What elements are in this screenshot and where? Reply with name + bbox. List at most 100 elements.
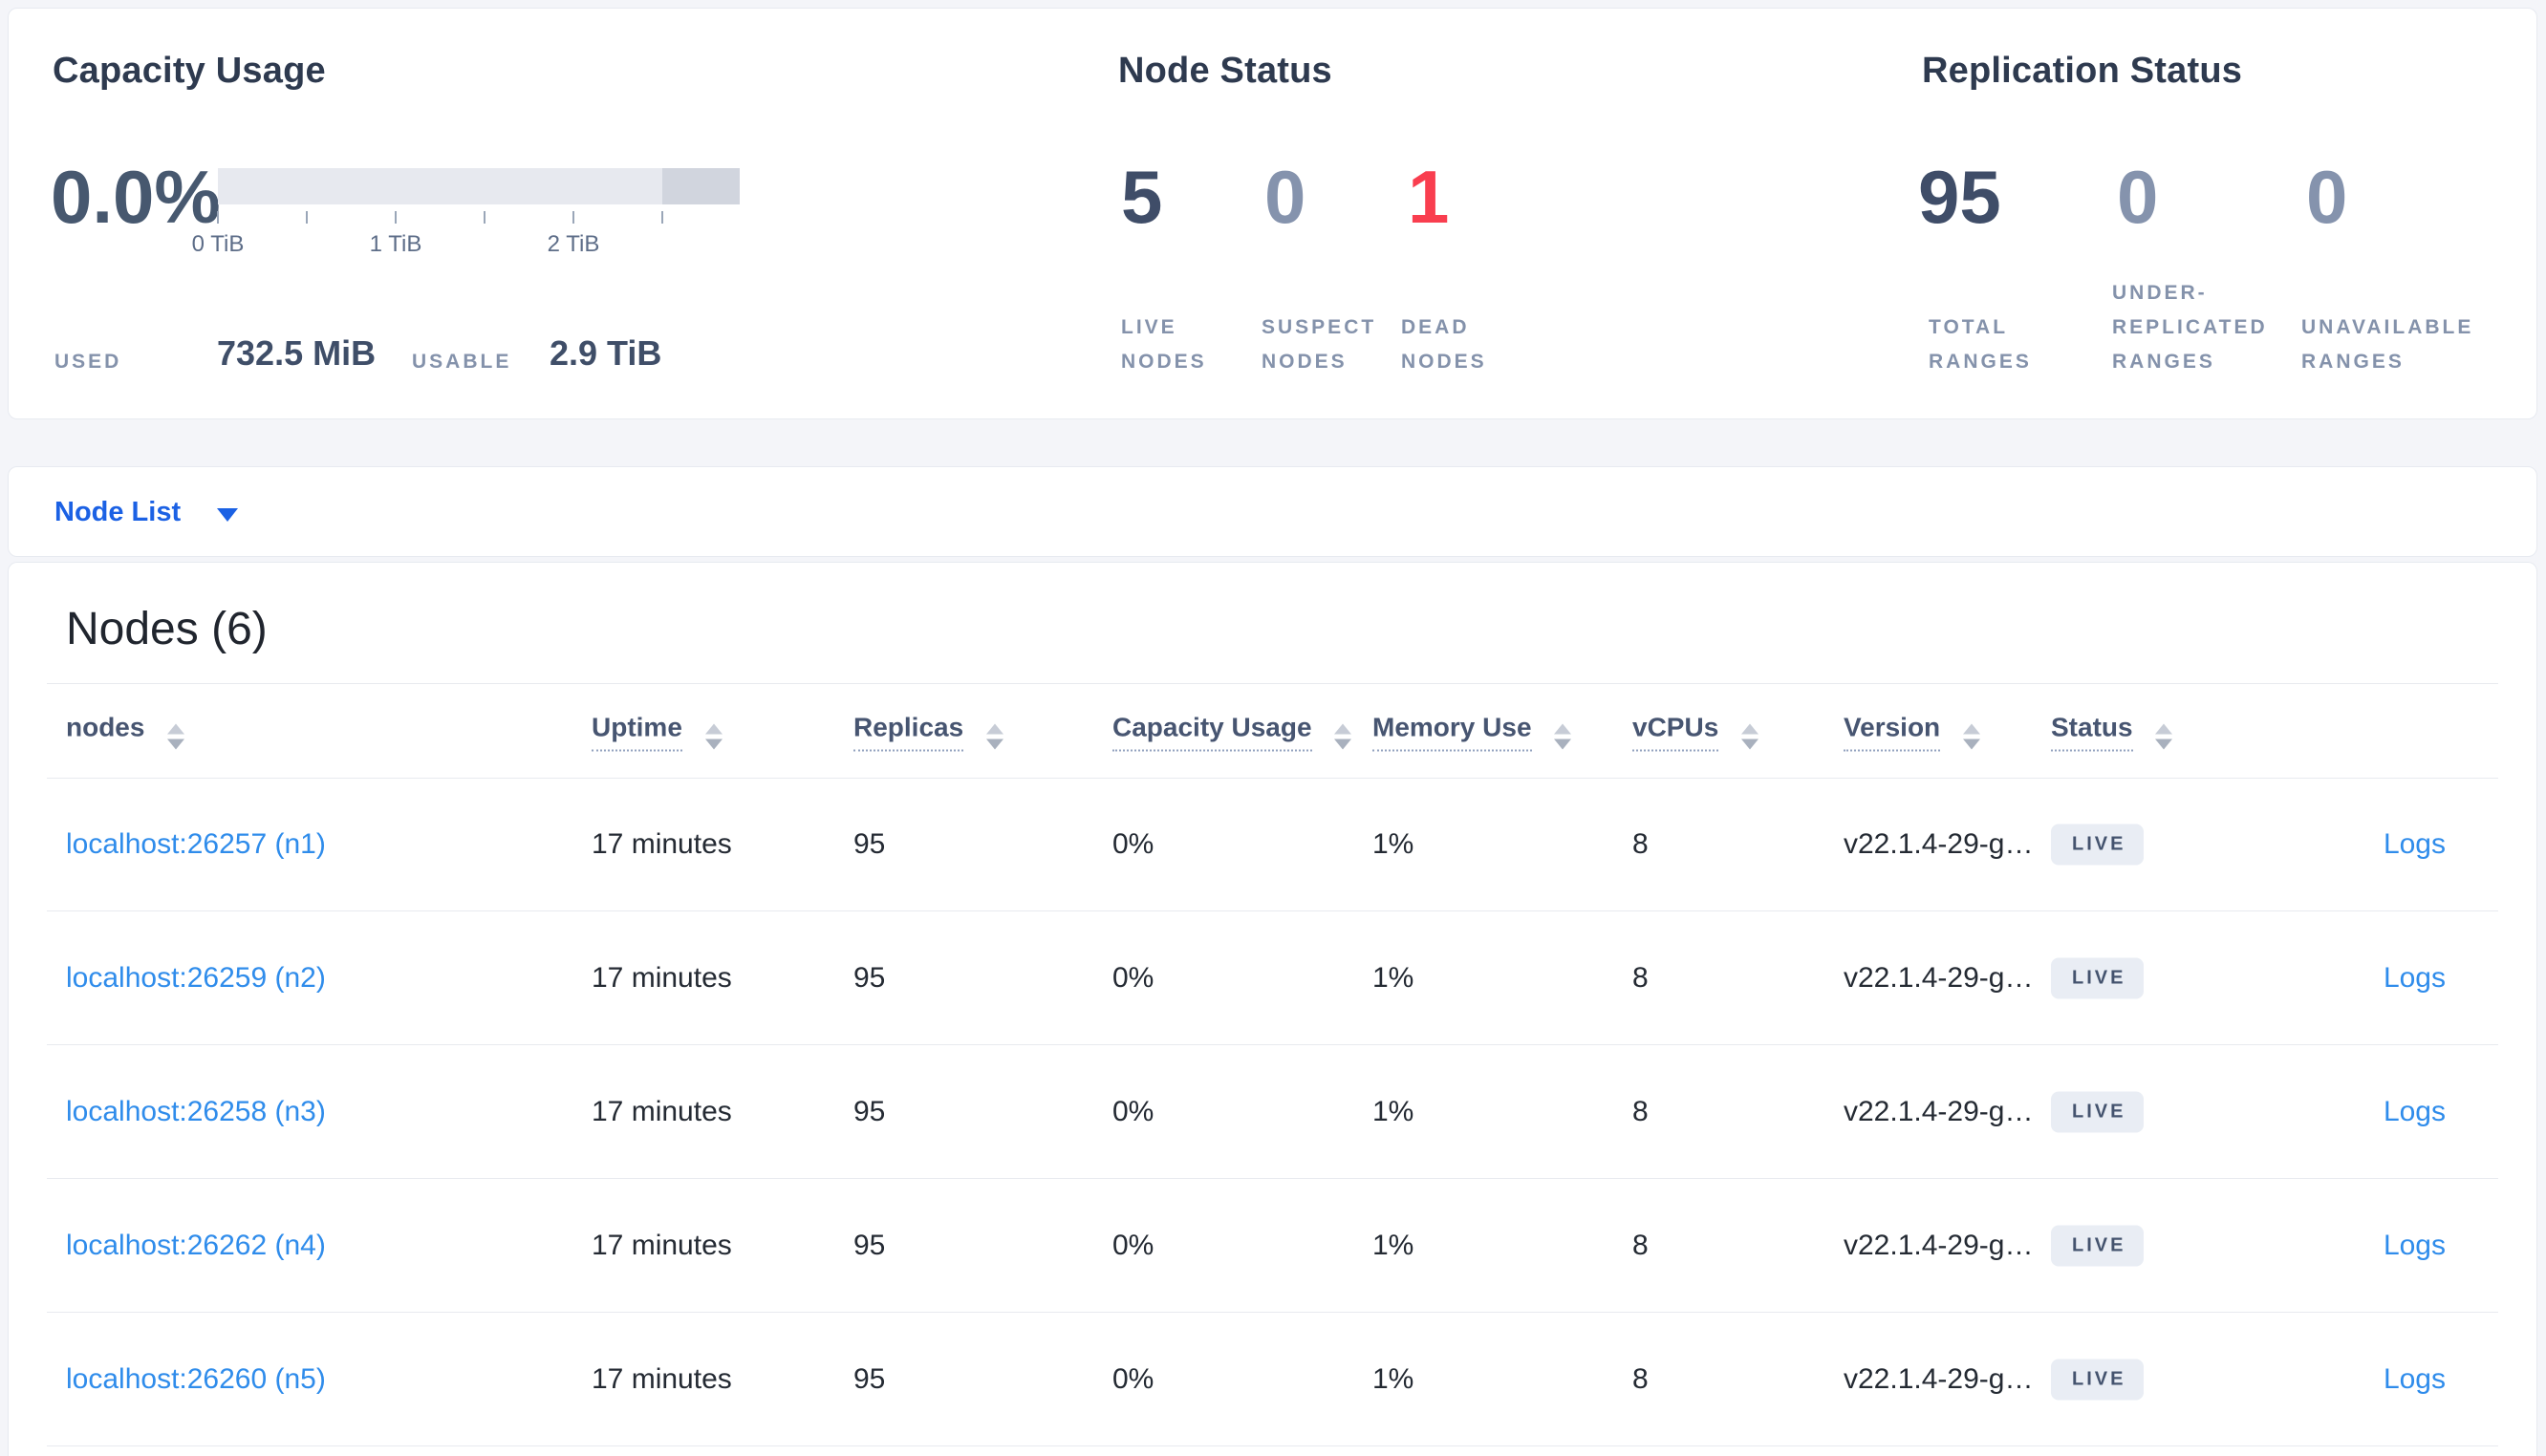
axis-tick-label: 1 TiB <box>369 231 422 257</box>
column-header-uptime[interactable]: Uptime <box>592 712 723 751</box>
table-row: localhost:26259 (n2) 17 minutes 95 0% 1%… <box>9 911 2536 1045</box>
memory-cell: 1% <box>1372 1363 1414 1395</box>
memory-cell: 1% <box>1372 828 1414 860</box>
node-link[interactable]: localhost:26262 (n4) <box>66 1230 326 1261</box>
live-nodes-label: LIVE NODES <box>1121 316 1207 373</box>
sort-icon <box>985 723 1003 749</box>
status-badge: LIVE <box>2051 957 2145 999</box>
used-value: 732.5 MiB <box>217 333 377 373</box>
axis-tick <box>661 211 663 224</box>
axis-tick <box>484 211 485 224</box>
version-cell: v22.1.4-29-g… <box>1844 962 2034 994</box>
column-header-status[interactable]: Status <box>2051 712 2173 751</box>
column-header-version[interactable]: Version <box>1844 712 1980 751</box>
table-header-row: nodes Uptime Replicas Capacity Usage Mem… <box>9 683 2536 778</box>
dead-nodes-label: DEAD NODES <box>1401 316 1487 373</box>
table-row: localhost:26262 (n4) 17 minutes 95 0% 1%… <box>9 1179 2536 1313</box>
sort-icon <box>1334 723 1352 749</box>
table-row: localhost:26257 (n1) 17 minutes 95 0% 1%… <box>9 778 2536 911</box>
capacity-cell: 0% <box>1112 1363 1154 1395</box>
under-replicated-ranges-label: UNDER- REPLICATED RANGES <box>2112 282 2268 373</box>
logs-link[interactable]: Logs <box>2383 1230 2446 1261</box>
column-header-replicas[interactable]: Replicas <box>853 712 1003 751</box>
total-ranges-count: 95 <box>1918 155 2001 239</box>
status-badge: LIVE <box>2051 1359 2145 1401</box>
axis-tick <box>395 211 397 224</box>
nodes-table-card: Nodes (6) nodes Uptime Replicas Capacity… <box>8 562 2537 1456</box>
uptime-cell: 17 minutes <box>592 828 732 860</box>
capacity-percent-value: 0.0% <box>51 155 221 239</box>
status-badge: LIVE <box>2051 1225 2145 1267</box>
node-list-dropdown-label: Node List <box>54 497 182 527</box>
column-header-capacity-usage[interactable]: Capacity Usage <box>1112 712 1352 751</box>
logs-link[interactable]: Logs <box>2383 1096 2446 1127</box>
logs-link[interactable]: Logs <box>2383 962 2446 994</box>
replicas-cell: 95 <box>853 1096 886 1127</box>
memory-cell: 1% <box>1372 962 1414 994</box>
node-link[interactable]: localhost:26258 (n3) <box>66 1096 326 1127</box>
divider <box>47 683 2498 684</box>
unavailable-ranges-count: 0 <box>2306 155 2348 239</box>
version-cell: v22.1.4-29-g… <box>1844 1096 2034 1127</box>
sort-icon <box>2155 723 2173 749</box>
usable-value: 2.9 TiB <box>550 333 662 373</box>
axis-tick-label: 2 TiB <box>547 231 600 257</box>
suspect-nodes-count: 0 <box>1264 155 1306 239</box>
version-cell: v22.1.4-29-g… <box>1844 1230 2034 1261</box>
suspect-nodes-label: SUSPECT NODES <box>1262 316 1377 373</box>
node-link[interactable]: localhost:26259 (n2) <box>66 962 326 994</box>
status-badge: LIVE <box>2051 1091 2145 1133</box>
vcpus-cell: 8 <box>1632 1096 1649 1127</box>
under-replicated-ranges-count: 0 <box>2117 155 2159 239</box>
replication-status-title: Replication Status <box>1922 51 2243 91</box>
replicas-cell: 95 <box>853 828 886 860</box>
node-list-dropdown[interactable]: Node List <box>54 467 239 558</box>
replicas-cell: 95 <box>853 1363 886 1395</box>
view-selector-bar: Node List <box>8 466 2537 557</box>
live-nodes-count: 5 <box>1121 155 1163 239</box>
sort-icon <box>167 723 185 749</box>
total-ranges-label: TOTAL RANGES <box>1929 316 2032 373</box>
memory-cell: 1% <box>1372 1230 1414 1261</box>
memory-cell: 1% <box>1372 1096 1414 1127</box>
sort-icon <box>1554 723 1572 749</box>
status-badge: LIVE <box>2051 824 2145 866</box>
dead-nodes-count: 1 <box>1408 155 1450 239</box>
node-link[interactable]: localhost:26260 (n5) <box>66 1363 326 1395</box>
vcpus-cell: 8 <box>1632 962 1649 994</box>
replicas-cell: 95 <box>853 1230 886 1261</box>
uptime-cell: 17 minutes <box>592 962 732 994</box>
version-cell: v22.1.4-29-g… <box>1844 1363 2034 1395</box>
column-header-vcpus[interactable]: vCPUs <box>1632 712 1759 751</box>
axis-tick <box>306 211 308 224</box>
axis-tick <box>217 211 219 224</box>
table-row: localhost:26260 (n5) 17 minutes 95 0% 1%… <box>9 1313 2536 1446</box>
vcpus-cell: 8 <box>1632 828 1649 860</box>
vcpus-cell: 8 <box>1632 1363 1649 1395</box>
logs-link[interactable]: Logs <box>2383 828 2446 860</box>
capacity-cell: 0% <box>1112 1096 1154 1127</box>
used-label: USED <box>54 351 122 373</box>
axis-tick <box>572 211 574 224</box>
usable-label: USABLE <box>412 351 512 373</box>
capacity-usage-title: Capacity Usage <box>53 51 326 91</box>
capacity-bar-used-segment <box>662 168 740 204</box>
column-header-memory-use[interactable]: Memory Use <box>1372 712 1572 751</box>
capacity-cell: 0% <box>1112 1230 1154 1261</box>
version-cell: v22.1.4-29-g… <box>1844 828 2034 860</box>
divider <box>47 778 2498 779</box>
sort-icon <box>1741 723 1759 749</box>
axis-tick-label: 0 TiB <box>191 231 245 257</box>
node-status-title: Node Status <box>1118 51 1332 91</box>
table-row: localhost:26258 (n3) 17 minutes 95 0% 1%… <box>9 1045 2536 1179</box>
sort-icon <box>704 723 723 749</box>
chevron-down-icon <box>217 507 239 522</box>
node-link[interactable]: localhost:26257 (n1) <box>66 828 326 860</box>
sort-icon <box>1962 723 1980 749</box>
column-header-nodes[interactable]: nodes <box>66 712 185 749</box>
capacity-cell: 0% <box>1112 962 1154 994</box>
cluster-summary-card: Capacity Usage 0.0% 0 TiB 1 TiB 2 TiB US… <box>8 8 2537 419</box>
logs-link[interactable]: Logs <box>2383 1363 2446 1395</box>
vcpus-cell: 8 <box>1632 1230 1649 1261</box>
capacity-usage-bar <box>218 168 740 204</box>
